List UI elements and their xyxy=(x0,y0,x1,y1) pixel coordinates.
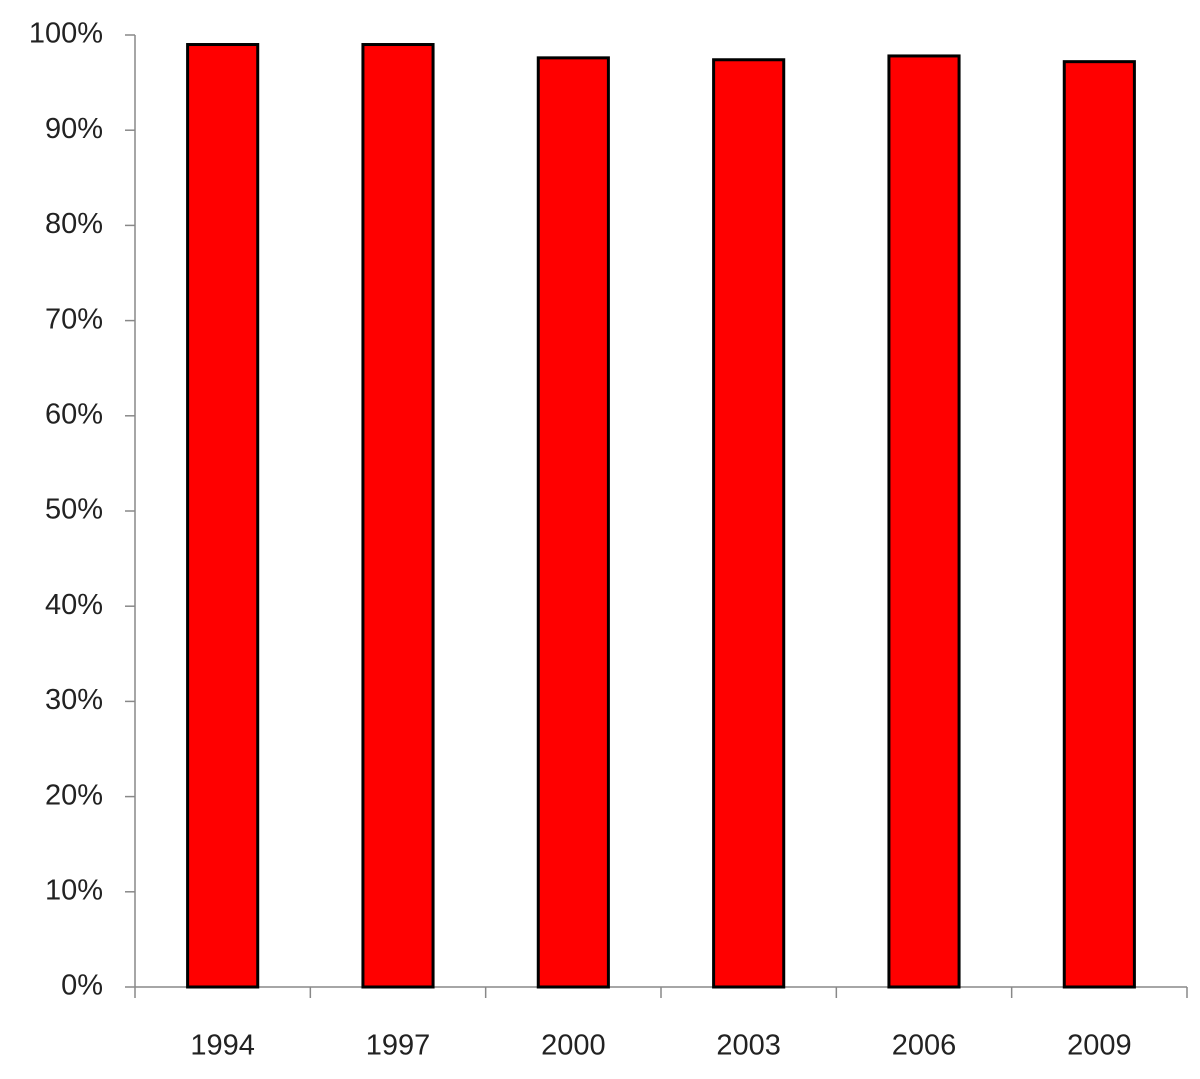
y-tick-label: 50% xyxy=(45,494,103,526)
y-tick-label: 80% xyxy=(45,208,103,240)
y-tick-label: 60% xyxy=(45,398,103,430)
y-tick-label: 70% xyxy=(45,303,103,335)
bar xyxy=(536,56,610,989)
bar xyxy=(1062,60,1136,989)
x-tick-label: 1997 xyxy=(366,1030,431,1062)
bar xyxy=(361,43,435,989)
x-tick-label: 1994 xyxy=(190,1030,255,1062)
y-tick-label: 20% xyxy=(45,779,103,811)
x-tick-label: 2000 xyxy=(541,1030,606,1062)
y-tick-label: 30% xyxy=(45,684,103,716)
y-tick-label: 40% xyxy=(45,589,103,621)
y-tick-label: 0% xyxy=(61,970,103,1002)
x-tick-label: 2009 xyxy=(1067,1030,1132,1062)
x-tick-label: 2006 xyxy=(892,1030,957,1062)
bar xyxy=(887,54,961,989)
bar xyxy=(186,43,260,989)
y-tick-label: 100% xyxy=(29,18,103,50)
y-tick-label: 10% xyxy=(45,874,103,906)
x-tick-label: 2003 xyxy=(716,1030,781,1062)
bar xyxy=(712,58,786,989)
y-tick-label: 90% xyxy=(45,113,103,145)
